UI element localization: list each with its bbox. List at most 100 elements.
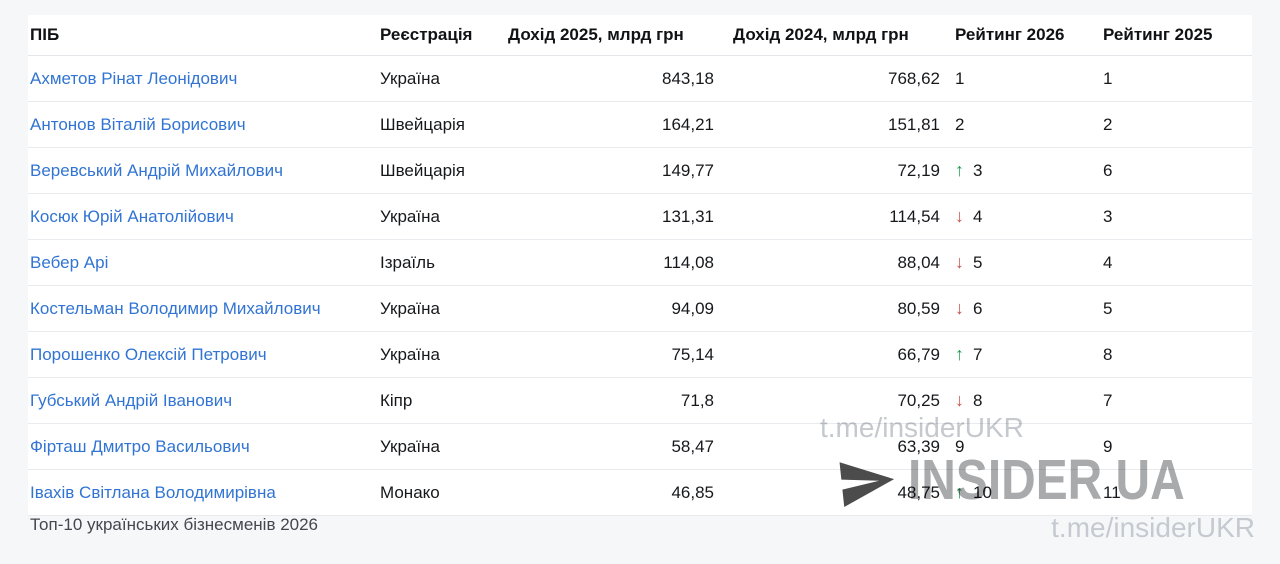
income-2024-cell: 88,04 xyxy=(897,252,940,272)
col-header-income-2024: Дохід 2024, млрд грн xyxy=(733,25,909,44)
registration-cell: Україна xyxy=(380,68,440,88)
col-header-income-2025: Дохід 2025, млрд грн xyxy=(508,25,684,44)
rating-2026-value: 8 xyxy=(973,391,983,410)
table-row: Порошенко Олексій Петрович Україна 75,14… xyxy=(28,332,1252,378)
rating-2025-cell: 3 xyxy=(1103,206,1113,226)
table-row: Вебер Арі Ізраїль 114,08 88,04 ↓ 5 4 xyxy=(28,240,1252,286)
table-row: Губський Андрій Іванович Кіпр 71,8 70,25… xyxy=(28,378,1252,424)
person-name-cell: Губський Андрій Іванович xyxy=(28,391,380,411)
income-2024-cell: 151,81 xyxy=(888,114,940,134)
table-row: Ахметов Рінат Леонідович Україна 843,18 … xyxy=(28,56,1252,102)
rich-list-table: ПІБ Реєстрація Дохід 2025, млрд грн Дохі… xyxy=(28,15,1252,516)
income-2025-cell: 75,14 xyxy=(671,344,714,364)
rating-2026-value: 5 xyxy=(973,253,983,272)
rating-2026-cell: ↑ 3 xyxy=(955,160,1103,181)
income-2025-cell: 58,47 xyxy=(671,436,714,456)
income-2025-cell: 114,08 xyxy=(663,252,714,272)
person-link[interactable]: Івахів Світлана Володимирівна xyxy=(30,482,276,502)
rating-2026-value: 7 xyxy=(973,345,983,364)
col-header-name: ПІБ xyxy=(30,25,60,44)
rating-2026-value: 6 xyxy=(973,299,983,318)
col-header-rating-2025: Рейтинг 2025 xyxy=(1103,25,1213,44)
registration-cell: Ізраїль xyxy=(380,252,435,272)
col-header-rating-2026: Рейтинг 2026 xyxy=(955,25,1065,44)
trend-up-arrow-icon: ↑ xyxy=(955,344,964,364)
table-row: Косюк Юрій Анатолійович Україна 131,31 1… xyxy=(28,194,1252,240)
income-2025-cell: 131,31 xyxy=(662,206,714,226)
person-link[interactable]: Антонов Віталій Борисович xyxy=(30,114,246,134)
rating-2026-cell: ↑ 7 xyxy=(955,344,1103,365)
rating-2025-cell: 1 xyxy=(1103,68,1113,88)
trend-down-arrow-icon: ↓ xyxy=(955,390,964,410)
rating-2025-cell: 4 xyxy=(1103,252,1113,272)
income-2025-cell: 71,8 xyxy=(680,390,714,410)
table-row: Івахів Світлана Володимирівна Монако 46,… xyxy=(28,470,1252,516)
person-link[interactable]: Фірташ Дмитро Васильович xyxy=(30,436,250,456)
rating-2025-cell: 2 xyxy=(1103,114,1113,134)
rating-2026-value: 4 xyxy=(973,207,983,226)
person-name-cell: Косюк Юрій Анатолійович xyxy=(28,207,380,227)
rating-2025-cell: 5 xyxy=(1103,298,1113,318)
rating-2026-value: 3 xyxy=(973,161,983,180)
income-2024-cell: 70,25 xyxy=(897,390,940,410)
person-name-cell: Веревський Андрій Михайлович xyxy=(28,161,380,181)
income-2024-cell: 114,54 xyxy=(889,206,940,226)
person-name-cell: Антонов Віталій Борисович xyxy=(28,115,380,135)
person-link[interactable]: Губський Андрій Іванович xyxy=(30,390,233,410)
rating-2025-cell: 8 xyxy=(1103,344,1113,364)
person-name-cell: Порошенко Олексій Петрович xyxy=(28,345,380,365)
rating-2026-cell: ↓ 6 xyxy=(955,298,1103,319)
person-name-cell: Фірташ Дмитро Васильович xyxy=(28,437,380,457)
registration-cell: Кіпр xyxy=(380,390,413,410)
income-2025-cell: 94,09 xyxy=(671,298,714,318)
rating-2025-cell: 11 xyxy=(1103,482,1121,502)
income-2024-cell: 72,19 xyxy=(897,160,940,180)
rating-2026-cell: 9 xyxy=(955,437,1103,457)
table-body: Ахметов Рінат Леонідович Україна 843,18 … xyxy=(28,56,1252,516)
registration-cell: Україна xyxy=(380,436,440,456)
trend-down-arrow-icon: ↓ xyxy=(955,206,964,226)
person-name-cell: Вебер Арі xyxy=(28,253,380,273)
income-2024-cell: 48,75 xyxy=(897,482,940,502)
registration-cell: Швейцарія xyxy=(380,114,465,134)
income-2024-cell: 80,59 xyxy=(897,298,940,318)
income-2025-cell: 843,18 xyxy=(662,68,714,88)
rating-2026-value: 9 xyxy=(955,436,965,456)
rating-2025-cell: 9 xyxy=(1103,436,1113,456)
person-link[interactable]: Ахметов Рінат Леонідович xyxy=(30,68,238,88)
rating-2026-value: 2 xyxy=(955,114,965,134)
income-2024-cell: 66,79 xyxy=(897,344,940,364)
trend-down-arrow-icon: ↓ xyxy=(955,298,964,318)
person-link[interactable]: Вебер Арі xyxy=(30,252,109,272)
person-link[interactable]: Веревський Андрій Михайлович xyxy=(30,160,284,180)
registration-cell: Україна xyxy=(380,344,440,364)
col-header-registration: Реєстрація xyxy=(380,25,473,44)
person-link[interactable]: Костельман Володимир Михайлович xyxy=(30,298,321,318)
rating-2026-value: 1 xyxy=(955,68,965,88)
income-2025-cell: 149,77 xyxy=(662,160,714,180)
trend-up-arrow-icon: ↑ xyxy=(955,160,964,180)
rating-2026-cell: 1 xyxy=(955,69,1103,89)
trend-up-arrow-icon: ↑ xyxy=(955,482,964,502)
registration-cell: Швейцарія xyxy=(380,160,465,180)
table-row: Костельман Володимир Михайлович Україна … xyxy=(28,286,1252,332)
person-link[interactable]: Порошенко Олексій Петрович xyxy=(30,344,267,364)
watermark-channel-bottom: t.me/insiderUKR xyxy=(1051,512,1255,543)
table-row: Фірташ Дмитро Васильович Україна 58,47 6… xyxy=(28,424,1252,470)
income-2024-cell: 63,39 xyxy=(897,436,940,456)
trend-down-arrow-icon: ↓ xyxy=(955,252,964,272)
rating-2026-cell: ↓ 4 xyxy=(955,206,1103,227)
rating-2025-cell: 6 xyxy=(1103,160,1113,180)
table-row: Антонов Віталій Борисович Швейцарія 164,… xyxy=(28,102,1252,148)
person-link[interactable]: Косюк Юрій Анатолійович xyxy=(30,206,234,226)
rating-2026-value: 10 xyxy=(973,483,992,502)
table-row: Веревський Андрій Михайлович Швейцарія 1… xyxy=(28,148,1252,194)
person-name-cell: Ахметов Рінат Леонідович xyxy=(28,69,380,89)
rating-2025-cell: 7 xyxy=(1103,390,1113,410)
rating-2026-cell: ↓ 8 xyxy=(955,390,1103,411)
registration-cell: Україна xyxy=(380,298,440,318)
rating-2026-cell: ↓ 5 xyxy=(955,252,1103,273)
rating-2026-cell: ↑ 10 xyxy=(955,482,1103,503)
person-name-cell: Костельман Володимир Михайлович xyxy=(28,299,380,319)
